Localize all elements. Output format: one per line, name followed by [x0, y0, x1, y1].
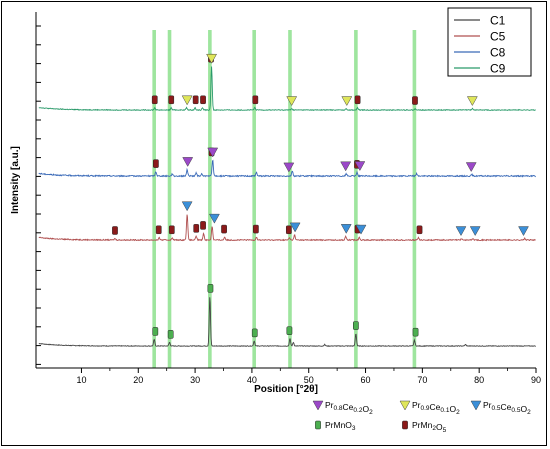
marker-pr05ce05o2 [289, 222, 301, 233]
trace-c8 [38, 159, 536, 178]
legend: C1 C5 C8 C9 Pr0.8Ce0.2O2 Pr0.9Ce0.1O2 Pr0.5Ce0… [312, 7, 532, 434]
phase-legend-label: PrMn2O5 [412, 420, 447, 434]
x-axis-label: Position [°2θ] [254, 384, 318, 395]
marker-pr08ce02o2 [465, 162, 477, 173]
reference-line [288, 30, 292, 368]
marker-pr09ce01o2 [286, 96, 298, 107]
marker-pr05ce05o2 [469, 226, 481, 237]
marker-pr08ce02o2 [340, 161, 352, 172]
phase-legend-label: Pr0.8Ce0.2O2 [325, 400, 373, 416]
reference-lines [152, 30, 417, 368]
marker-prmno3 [207, 284, 214, 293]
x-tick-label: 10 [76, 375, 86, 385]
reference-line [412, 30, 417, 368]
marker-prmno3 [167, 330, 174, 339]
marker-prmn2o5 [416, 225, 423, 235]
phase-markers [112, 53, 529, 339]
x-tick-label: 40 [247, 375, 257, 385]
marker-prmn2o5 [412, 96, 418, 105]
marker-prmn2o5 [112, 226, 118, 235]
legend-box [447, 7, 532, 77]
reference-line [252, 30, 256, 368]
x-tick-label: 90 [531, 375, 541, 385]
legend-label: C9 [490, 62, 506, 76]
marker-pr09ce01o2 [206, 53, 217, 64]
phase-legend-label: Pr0.5Ce0.5O2 [483, 400, 531, 416]
phase-legend-swatch [402, 420, 408, 430]
marker-prmn2o5 [192, 95, 199, 105]
legend-label: C8 [490, 46, 506, 60]
marker-prmn2o5 [354, 95, 361, 105]
reference-line [208, 30, 212, 368]
y-axis-label: Intensity [a.u.] [10, 146, 21, 214]
reference-line [167, 30, 172, 368]
reference-line [354, 30, 358, 368]
trace-c9 [38, 66, 536, 112]
marker-pr09ce01o2 [341, 96, 353, 107]
marker-prmno3 [251, 328, 258, 338]
axes: 10 20 30 40 50 60 70 80 90 [35, 12, 541, 385]
marker-prmno3 [152, 327, 159, 336]
x-tick-label: 70 [417, 375, 427, 385]
phase-legend-swatch [470, 400, 482, 411]
phase-legend-label: Pr0.9Ce0.1O2 [412, 400, 460, 416]
marker-prmno3 [353, 321, 359, 330]
legend-label: C5 [490, 30, 506, 44]
marker-pr05ce05o2 [518, 226, 529, 237]
x-tick-label: 60 [361, 375, 371, 385]
marker-prmno3 [286, 326, 293, 335]
marker-prmn2o5 [253, 224, 259, 234]
marker-prmn2o5 [221, 224, 227, 234]
phase-legend-swatch [399, 400, 411, 411]
phase-legend-label: PrMnO3 [325, 420, 356, 432]
marker-prmn2o5 [200, 95, 206, 105]
marker-prmno3 [412, 327, 419, 337]
marker-pr05ce05o2 [208, 213, 220, 224]
marker-prmn2o5 [252, 95, 259, 105]
x-tick-label: 30 [190, 375, 200, 385]
marker-prmn2o5 [168, 95, 175, 105]
reference-line [152, 30, 156, 368]
marker-prmn2o5 [193, 224, 200, 233]
phase-legend: Pr0.8Ce0.2O2 Pr0.9Ce0.1O2 Pr0.5Ce0.5O2 PrMn… [312, 400, 531, 434]
marker-pr08ce02o2 [354, 161, 366, 172]
marker-prmn2o5 [153, 159, 159, 168]
phase-legend-swatch [315, 420, 321, 430]
x-tick-label: 20 [133, 375, 143, 385]
x-tick-label: 80 [474, 375, 484, 385]
phase-legend-swatch [312, 400, 324, 411]
marker-pr05ce05o2 [455, 226, 467, 237]
marker-prmn2o5 [151, 95, 158, 105]
marker-pr09ce01o2 [181, 95, 193, 106]
x-tick-label: 50 [304, 375, 314, 385]
trace-c5 [38, 214, 536, 242]
marker-pr05ce05o2 [340, 224, 352, 234]
legend-label: C1 [490, 14, 506, 28]
marker-pr08ce02o2 [182, 157, 194, 167]
marker-prmn2o5 [285, 225, 292, 235]
marker-prmn2o5 [168, 225, 175, 235]
marker-prmn2o5 [155, 225, 162, 235]
marker-pr08ce02o2 [207, 147, 219, 158]
marker-pr09ce01o2 [466, 96, 478, 107]
marker-pr08ce02o2 [283, 162, 295, 173]
trace-c1 [38, 297, 536, 348]
traces [38, 66, 536, 348]
marker-pr05ce05o2 [355, 224, 367, 235]
marker-pr05ce05o2 [181, 201, 193, 212]
marker-prmn2o5 [200, 221, 206, 230]
